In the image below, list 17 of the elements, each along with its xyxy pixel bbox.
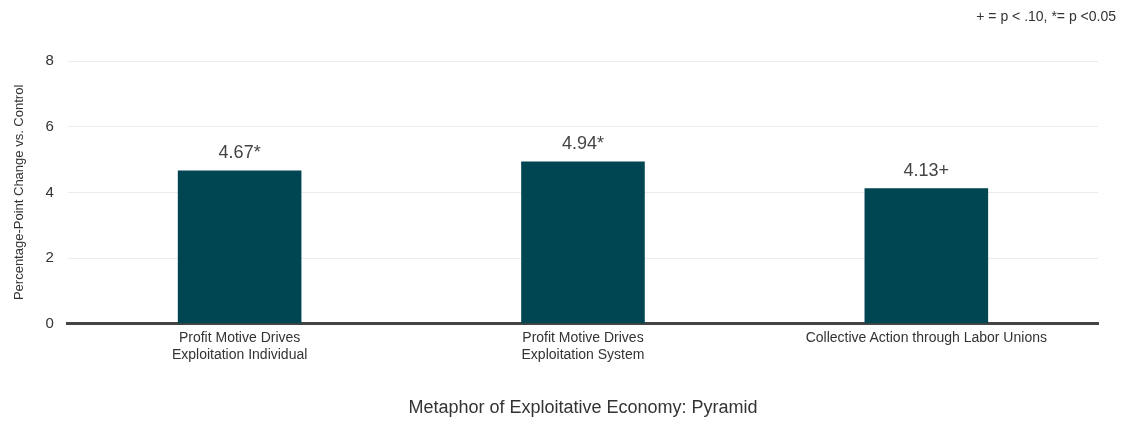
x-tick-label: Collective Action through Labor Unions	[805, 329, 1047, 346]
y-tick-label: 6	[45, 116, 54, 134]
bar	[521, 161, 645, 324]
data-label: 4.94*	[561, 133, 604, 154]
y-tick-label: 0	[45, 313, 54, 331]
x-tick-label: Profit Motive Drives Exploitation System	[521, 329, 645, 362]
data-label: 4.13+	[903, 160, 950, 181]
bar	[864, 188, 989, 324]
bar	[177, 170, 302, 324]
x-axis-title: Metaphor of Exploitative Economy: Pyramid	[408, 397, 758, 418]
y-tick-label: 2	[45, 248, 54, 266]
data-label: 4.67*	[218, 142, 261, 163]
y-tick-label: 8	[45, 51, 54, 69]
y-axis-title: Percentage-Point Change vs. Control	[11, 84, 27, 301]
x-tick-label: Profit Motive Drives Exploitation Individual	[171, 329, 308, 362]
text: + = p < .10, *= p <0.05	[976, 8, 1116, 24]
y-tick-label: 4	[45, 182, 54, 200]
